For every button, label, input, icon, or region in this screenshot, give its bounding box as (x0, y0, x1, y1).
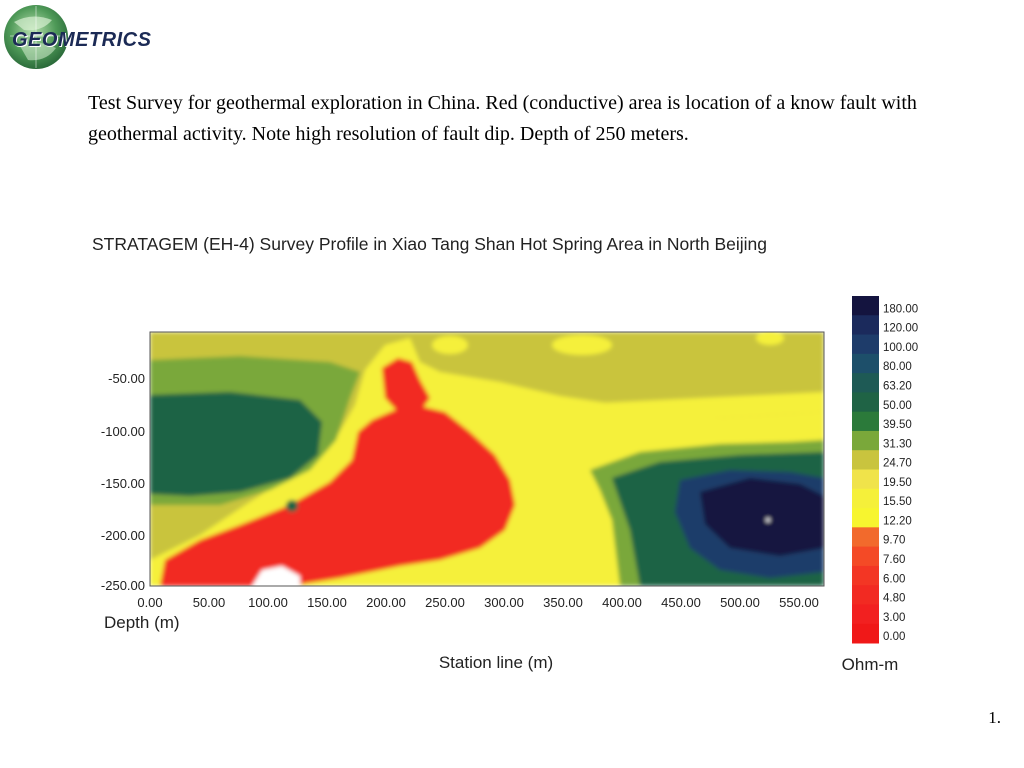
plot-frame (149, 331, 825, 587)
colorbar-label: 39.50 (883, 419, 912, 431)
x-tick-label: 550.00 (779, 595, 819, 610)
y-tick-label: -100.00 (101, 424, 145, 439)
colorbar-swatch (852, 488, 879, 509)
logo-wordmark: GEOMETRICS (12, 29, 152, 51)
y-axis: -50.00 -100.00 -150.00 -200.00 -250.00 (101, 371, 145, 593)
zone-right-resistive (700, 478, 824, 556)
x-axis: 0.00 50.00 100.00 150.00 200.00 250.00 3… (137, 595, 819, 610)
chart-title: STRATAGEM (EH-4) Survey Profile in Xiao … (92, 234, 767, 254)
colorbar-labels: 180.00 120.00 100.00 80.00 63.20 50.00 39.50 31… (883, 303, 918, 643)
colorbar-swatch (852, 604, 879, 625)
x-tick-label: 0.00 (137, 595, 162, 610)
colorbar-unit: Ohm-m (842, 655, 899, 674)
colorbar-label: 100.00 (883, 342, 918, 354)
colorbar-swatch (852, 353, 879, 374)
colorbar-swatch (852, 565, 879, 586)
x-tick-label: 250.00 (425, 595, 465, 610)
station-axis-label: Station line (m) (439, 653, 553, 672)
slide-caption: Test Survey for geothermal exploration i… (88, 92, 917, 145)
colorbar-label: 3.00 (883, 612, 905, 624)
x-tick-label: 100.00 (248, 595, 288, 610)
colorbar-swatch (852, 527, 879, 548)
colorbar-label: 19.50 (883, 477, 912, 489)
colorbar-swatch (852, 585, 879, 605)
colorbar-label: 4.80 (883, 593, 905, 605)
zone-left-resistive (150, 392, 322, 496)
zone-fault-conductive (160, 406, 515, 586)
colorbar-swatch (852, 430, 879, 451)
x-tick-label: 350.00 (543, 595, 583, 610)
y-tick-label: -50.00 (108, 371, 145, 386)
colorbar-label: 80.00 (883, 361, 912, 373)
colorbar-label: 6.00 (883, 573, 905, 585)
colorbar-swatch (852, 296, 879, 316)
colorbar-swatch (852, 334, 879, 355)
x-tick-label: 450.00 (661, 595, 701, 610)
x-tick-label: 150.00 (307, 595, 347, 610)
page-number: 1. (988, 708, 1001, 727)
colorbar-label: 12.20 (883, 515, 912, 527)
x-tick-label: 50.00 (193, 595, 226, 610)
y-tick-label: -150.00 (101, 476, 145, 491)
colorbar-label: 24.70 (883, 458, 912, 470)
x-tick-label: 500.00 (720, 595, 760, 610)
y-tick-label: -200.00 (101, 528, 145, 543)
y-tick-label: -250.00 (101, 578, 145, 593)
heatmap-plot (150, 332, 824, 586)
colorbar-swatch (852, 450, 879, 470)
colorbar-swatch (852, 623, 879, 644)
colorbar-label: 31.30 (883, 438, 912, 450)
colorbar-label: 50.00 (883, 400, 912, 412)
x-tick-label: 400.00 (602, 595, 642, 610)
colorbar-swatch (852, 315, 879, 336)
colorbar-label: 7.60 (883, 554, 905, 566)
colorbar-swatch (852, 411, 879, 432)
colorbar-swatch (852, 508, 879, 528)
colorbar-swatch (852, 546, 879, 567)
colorbar-label: 15.50 (883, 496, 912, 508)
colorbar-swatch (852, 469, 879, 490)
colorbar-label: 180.00 (883, 303, 918, 315)
colorbar-label: 0.00 (883, 631, 905, 643)
geometrics-logo: GEOMETRICS (2, 2, 172, 72)
colorbar-label: 120.00 (883, 323, 918, 335)
colorbar (852, 296, 879, 644)
colorbar-label: 63.20 (883, 380, 912, 392)
colorbar-swatch (852, 392, 879, 413)
globe-icon (4, 5, 68, 69)
depth-axis-label: Depth (m) (104, 613, 180, 632)
x-tick-label: 300.00 (484, 595, 524, 610)
x-tick-label: 200.00 (366, 595, 406, 610)
colorbar-label: 9.70 (883, 535, 905, 547)
colorbar-swatch (852, 373, 879, 393)
